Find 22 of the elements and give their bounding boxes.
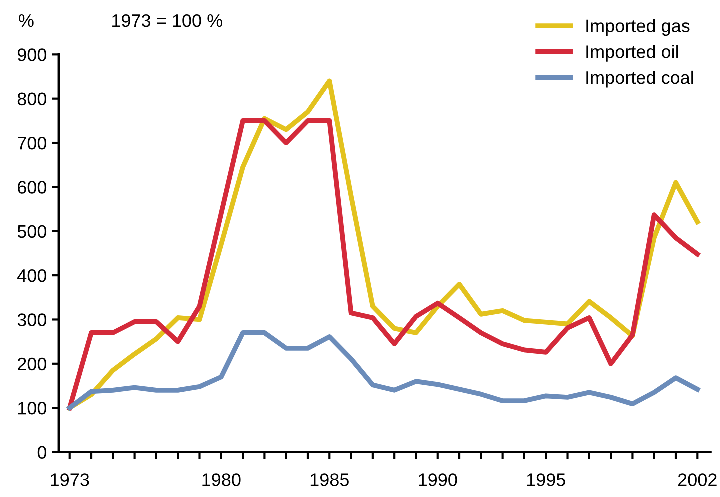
legend-label: Imported oil (586, 45, 678, 62)
y-tick-label: 0 (38, 446, 47, 459)
x-tick-label: 1995 (527, 474, 566, 486)
x-tick-label: 1985 (310, 474, 349, 486)
legend-label: Imported coal (586, 70, 694, 88)
y-tick-label: 800 (18, 92, 47, 106)
y-tick-label: 600 (18, 181, 47, 194)
y-axis-title: % (19, 14, 34, 28)
chart-subtitle: 1973 = 100 % (112, 14, 222, 28)
x-tick-label: 1980 (202, 474, 241, 486)
y-tick-label: 400 (18, 269, 47, 282)
x-tick-label: 1990 (419, 474, 458, 486)
y-tick-label: 200 (18, 358, 47, 371)
y-tick-label: 500 (18, 225, 47, 238)
y-tick-label: 100 (18, 402, 47, 415)
y-tick-label: 700 (18, 136, 47, 150)
x-tick-label: 2002 (678, 474, 717, 486)
y-tick-label: 300 (18, 314, 47, 326)
legend-label: Imported gas (586, 19, 690, 36)
y-tick-label: 900 (18, 48, 47, 62)
x-tick-label: 1973 (51, 474, 90, 486)
line-series (67, 330, 700, 411)
